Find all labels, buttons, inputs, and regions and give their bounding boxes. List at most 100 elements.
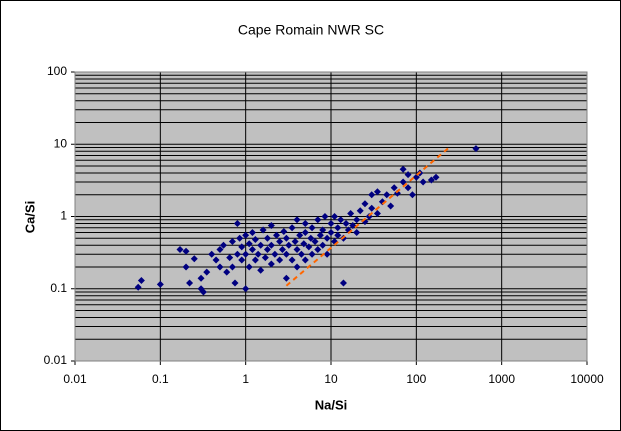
- data-point: [404, 184, 412, 192]
- data-point: [301, 220, 309, 228]
- data-point: [182, 247, 190, 255]
- data-point: [399, 165, 407, 173]
- data-point: [233, 220, 241, 228]
- y-axis-title: Ca/Si: [22, 201, 37, 234]
- data-point: [387, 202, 395, 210]
- x-tick-label: 10000: [570, 372, 604, 386]
- data-point: [314, 245, 322, 253]
- data-point: [276, 238, 284, 246]
- data-point: [267, 260, 275, 268]
- data-point: [399, 178, 407, 186]
- data-point: [282, 234, 290, 242]
- y-tick-label: 10: [54, 136, 68, 150]
- data-point: [393, 189, 401, 197]
- y-tick-label: 0.1: [50, 281, 67, 295]
- data-point: [216, 263, 224, 271]
- data-point: [257, 266, 265, 274]
- data-point: [427, 176, 435, 184]
- data-point: [323, 234, 331, 242]
- data-point: [390, 184, 398, 192]
- data-point: [223, 268, 231, 276]
- x-tick-label: 0.01: [63, 372, 87, 386]
- data-point: [412, 173, 420, 181]
- data-point: [293, 245, 301, 253]
- data-point: [197, 274, 205, 282]
- plot-border: [74, 71, 588, 362]
- data-point: [251, 256, 259, 264]
- data-point: [373, 188, 381, 196]
- data-point: [242, 250, 250, 258]
- data-point: [307, 234, 315, 242]
- data-point: [220, 241, 228, 249]
- data-point: [334, 224, 342, 232]
- data-point: [347, 210, 355, 218]
- data-point: [257, 241, 265, 249]
- data-point: [337, 216, 345, 224]
- data-point: [408, 191, 416, 199]
- data-point: [242, 231, 250, 239]
- data-point: [251, 236, 259, 244]
- data-point: [208, 250, 216, 258]
- data-point: [278, 245, 286, 253]
- data-point: [156, 280, 164, 288]
- data-point: [288, 224, 296, 232]
- data-point: [327, 229, 335, 237]
- data-point: [472, 145, 480, 153]
- data-point: [285, 241, 293, 249]
- y-tick-label: 1: [60, 209, 67, 223]
- x-tick-label: 1: [242, 372, 249, 386]
- data-point: [316, 231, 324, 239]
- data-point: [291, 238, 299, 246]
- data-point: [186, 279, 194, 287]
- data-point: [308, 224, 316, 232]
- data-point: [356, 207, 364, 215]
- data-point: [342, 220, 350, 228]
- data-point: [293, 216, 301, 224]
- data-point: [319, 241, 327, 249]
- chart-title: Cape Romain NWR SC: [238, 22, 384, 38]
- data-point: [280, 227, 288, 235]
- data-point: [296, 231, 304, 239]
- x-tick-label: 1000: [488, 372, 515, 386]
- data-point: [137, 277, 145, 285]
- data-point: [134, 283, 142, 291]
- data-point: [353, 216, 361, 224]
- data-point: [238, 256, 246, 264]
- data-point: [334, 231, 342, 239]
- data-point: [404, 171, 412, 179]
- data-point: [301, 229, 309, 237]
- data-point: [327, 220, 335, 228]
- data-point: [353, 229, 361, 237]
- x-tick-label: 10: [324, 372, 338, 386]
- data-point: [339, 279, 347, 287]
- y-tick-label: 0.01: [44, 353, 68, 367]
- data-point: [276, 256, 284, 264]
- data-point: [293, 263, 301, 271]
- data-point: [233, 250, 241, 258]
- data-point: [331, 213, 339, 220]
- data-point: [238, 243, 246, 251]
- data-point: [190, 255, 198, 263]
- data-point: [432, 173, 440, 181]
- data-point: [228, 238, 236, 246]
- data-point: [254, 250, 262, 258]
- data-point: [259, 226, 267, 234]
- data-point: [203, 268, 211, 276]
- data-point: [245, 240, 253, 248]
- data-point: [361, 200, 369, 208]
- y-tick-label: 100: [47, 64, 67, 78]
- data-point: [319, 226, 327, 234]
- data-point: [305, 243, 313, 251]
- data-point: [226, 254, 234, 262]
- data-point: [216, 245, 224, 253]
- data-point: [297, 250, 305, 258]
- x-tick-label: 100: [406, 372, 426, 386]
- data-point: [263, 234, 271, 242]
- data-point: [349, 222, 357, 230]
- data-point: [308, 250, 316, 258]
- data-point: [271, 250, 279, 258]
- data-point: [199, 288, 207, 296]
- data-point: [300, 240, 308, 248]
